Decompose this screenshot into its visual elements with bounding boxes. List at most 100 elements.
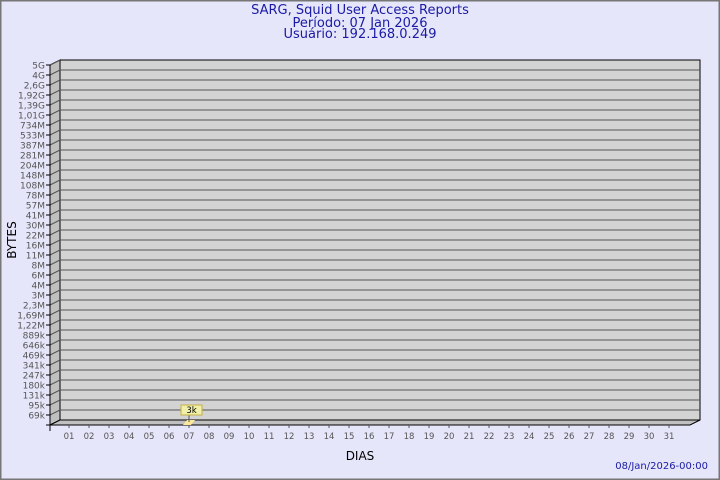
x-axis-title: DIAS: [346, 449, 375, 463]
gridline-side: [49, 269, 61, 276]
y-tick-label: 57M: [26, 202, 45, 212]
plot-floor: [49, 419, 701, 426]
gridline-side: [49, 69, 61, 76]
gridline-side: [49, 79, 61, 86]
y-tick-label: 11M: [26, 252, 45, 262]
x-tick-label: 12: [284, 432, 295, 442]
y-tick-label: 247k: [23, 372, 46, 382]
gridline-side: [49, 179, 61, 186]
x-tick-label: 10: [244, 432, 255, 442]
x-tick-label: 05: [144, 432, 155, 442]
gridline-side: [49, 209, 61, 216]
gridline-side: [49, 399, 61, 406]
gridline-side: [49, 339, 61, 346]
y-tick-label: 30M: [26, 222, 45, 232]
gridline-side: [49, 139, 61, 146]
y-tick-label: 889k: [23, 332, 46, 342]
y-tick-label: 469k: [23, 352, 46, 362]
y-tick-label: 95k: [28, 402, 45, 412]
gridline-side: [49, 389, 61, 396]
y-tick-label: 16M: [26, 242, 45, 252]
gridline-side: [49, 279, 61, 286]
x-tick-label: 11: [264, 432, 275, 442]
y-tick-label: 204M: [20, 162, 45, 172]
y-tick-label: 4M: [32, 282, 46, 292]
gridline-side: [49, 129, 61, 136]
x-tick-label: 07: [184, 432, 195, 442]
y-tick-label: 2,3M: [23, 302, 45, 312]
gridline-side: [49, 379, 61, 386]
chart-period: Período: 07 Jan 2026: [292, 16, 428, 31]
gridline-side: [49, 409, 61, 416]
bar: [183, 420, 195, 425]
gridline-side: [49, 229, 61, 236]
x-tick-label: 22: [484, 432, 495, 442]
gridline-side: [49, 169, 61, 176]
x-tick-label: 01: [64, 432, 75, 442]
gridline-side: [49, 299, 61, 306]
chart-user: Usuário: 192.168.0.249: [283, 27, 437, 42]
y-tick-label: 131k: [23, 392, 46, 402]
gridline-side: [49, 189, 61, 196]
x-tick-label: 27: [584, 432, 595, 442]
gridline-side: [49, 59, 61, 66]
x-tick-label: 06: [164, 432, 175, 442]
y-tick-label: 734M: [20, 122, 45, 132]
y-axis-title: BYTES: [5, 221, 19, 258]
gridline-side: [49, 259, 61, 266]
x-tick-label: 08: [204, 432, 215, 442]
gridline-side: [49, 159, 61, 166]
gridline-side: [49, 319, 61, 326]
y-tick-label: 387M: [20, 142, 45, 152]
x-tick-label: 29: [624, 432, 635, 442]
data-label-box: [180, 404, 203, 416]
y-tick-label: 6M: [32, 272, 46, 282]
x-tick-label: 30: [644, 432, 655, 442]
gridline-side: [49, 329, 61, 336]
x-tick-label: 19: [424, 432, 435, 442]
y-tick-label: 1,69M: [17, 312, 45, 322]
gridline-side: [49, 309, 61, 316]
gridline-side: [49, 149, 61, 156]
x-tick-label: 14: [324, 432, 335, 442]
y-tick-label: 646k: [23, 342, 46, 352]
gridline-side: [49, 99, 61, 106]
gridline-side: [49, 289, 61, 296]
gridline-side: [49, 369, 61, 376]
gridline-side: [49, 349, 61, 356]
y-tick-label: 341k: [23, 362, 46, 372]
gridline-side: [49, 109, 61, 116]
y-tick-label: 281M: [20, 152, 45, 162]
x-tick-label: 15: [344, 432, 355, 442]
y-tick-label: 78M: [26, 192, 45, 202]
x-tick-label: 25: [544, 432, 555, 442]
y-tick-label: 1,39G: [18, 102, 45, 112]
x-tick-label: 16: [364, 432, 375, 442]
x-tick-label: 21: [464, 432, 475, 442]
gridline-side: [49, 199, 61, 206]
x-tick-label: 17: [384, 432, 395, 442]
x-tick-label: 02: [84, 432, 95, 442]
x-tick-label: 23: [504, 432, 515, 442]
x-tick-label: 26: [564, 432, 575, 442]
y-tick-label: 4G: [32, 72, 45, 82]
x-tick-label: 09: [224, 432, 235, 442]
x-tick-label: 13: [304, 432, 315, 442]
x-tick-label: 20: [444, 432, 455, 442]
x-tick-label: 24: [524, 432, 535, 442]
y-tick-label: 148M: [20, 172, 45, 182]
timestamp: 08/Jan/2026-00:00: [615, 461, 708, 472]
gridline-side: [49, 239, 61, 246]
y-tick-label: 41M: [26, 212, 45, 222]
x-tick-label: 28: [604, 432, 615, 442]
y-tick-label: 1,92G: [18, 92, 45, 102]
y-tick-label: 8M: [32, 262, 46, 272]
x-tick-label: 03: [104, 432, 115, 442]
y-tick-label: 22M: [26, 232, 45, 242]
y-tick-label: 69k: [28, 412, 45, 422]
gridline-side: [49, 119, 61, 126]
gridline-side: [49, 219, 61, 226]
x-tick-label: 31: [664, 432, 675, 442]
